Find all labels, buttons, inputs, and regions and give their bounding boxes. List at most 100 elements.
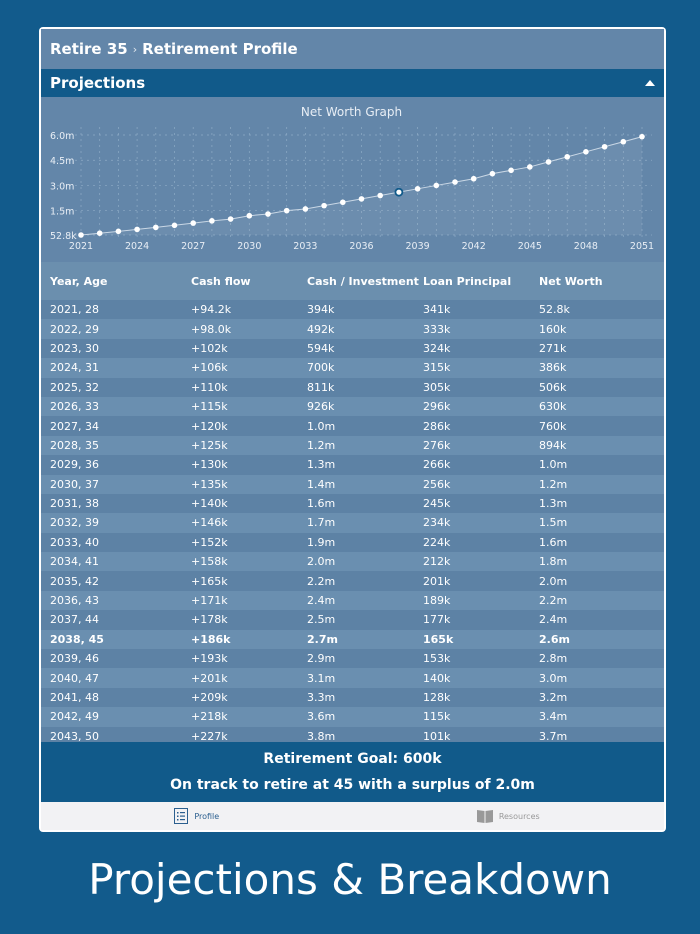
cell-year-age: 2040, 47 xyxy=(50,671,99,685)
cell-cash-flow: +146k xyxy=(191,516,228,530)
caption: Projections & Breakdown xyxy=(88,855,612,904)
x-tick-label: 2027 xyxy=(181,241,205,252)
projections-header[interactable]: Projections xyxy=(41,69,664,97)
table-row[interactable]: 2033, 40 +152k 1.9m 224k 1.6m xyxy=(41,532,664,553)
book-icon xyxy=(476,810,493,823)
cell-loan-principal: 286k xyxy=(423,419,451,433)
cell-cash-flow: +106k xyxy=(191,361,228,375)
cell-cash-investment: 394k xyxy=(307,303,335,317)
cell-cash-flow: +120k xyxy=(191,419,228,433)
data-point xyxy=(564,154,570,160)
cell-cash-flow: +171k xyxy=(191,594,228,608)
table-row[interactable]: 2041, 48 +209k 3.3m 128k 3.2m xyxy=(41,687,664,708)
col-cash-flow: Cash flow xyxy=(191,274,251,288)
cell-cash-flow: +201k xyxy=(191,671,228,685)
table-row[interactable]: 2031, 38 +140k 1.6m 245k 1.3m xyxy=(41,493,664,514)
area-fill xyxy=(81,136,642,235)
cell-year-age: 2024, 31 xyxy=(50,361,99,375)
data-point xyxy=(620,138,627,145)
cell-cash-investment: 2.4m xyxy=(307,594,336,608)
projection-table[interactable]: 2021, 28 +94.2k 394k 341k 52.8k 2022, 29 +98.0… xyxy=(41,300,664,743)
data-point xyxy=(171,222,178,229)
tab-resources-label: Resources xyxy=(498,811,540,821)
cell-cash-investment: 1.0m xyxy=(307,419,336,433)
chart-title: Net Worth Graph xyxy=(301,105,402,119)
data-point xyxy=(545,159,552,165)
data-point xyxy=(283,207,290,214)
cell-year-age: 2039, 46 xyxy=(50,652,99,666)
cell-cash-flow: +165k xyxy=(191,574,228,588)
cell-cash-flow: +102k xyxy=(191,341,228,355)
cell-cash-investment: 3.1m xyxy=(307,671,336,685)
cell-year-age: 2042, 49 xyxy=(50,710,99,724)
table-row[interactable]: 2022, 29 +98.0k 492k 333k 160k xyxy=(41,319,664,339)
table-row[interactable]: 2035, 42 +165k 2.2m 201k 2.0m xyxy=(41,571,664,591)
table-row[interactable]: 2027, 34 +120k 1.0m 286k 760k xyxy=(41,416,664,436)
y-tick-label: 4.5m xyxy=(50,156,74,167)
table-row[interactable]: 2032, 39 +146k 1.7m 234k 1.5m xyxy=(41,513,664,533)
cell-net-worth: 894k xyxy=(539,438,567,452)
cell-net-worth: 1.0m xyxy=(539,458,568,472)
cell-net-worth: 3.7m xyxy=(539,729,568,743)
cell-net-worth: 52.8k xyxy=(539,303,570,317)
cell-loan-principal: 189k xyxy=(423,594,451,608)
cell-net-worth: 2.8m xyxy=(539,652,568,666)
cell-net-worth: 3.4m xyxy=(539,710,568,724)
cell-loan-principal: 115k xyxy=(423,710,451,724)
table-row[interactable]: 2021, 28 +94.2k 394k 341k 52.8k xyxy=(41,300,664,320)
cell-loan-principal: 256k xyxy=(423,477,451,491)
cell-net-worth: 1.2m xyxy=(539,477,568,491)
table-row[interactable]: 2030, 37 +135k 1.4m 256k 1.2m xyxy=(41,474,664,494)
cell-loan-principal: 324k xyxy=(423,341,451,355)
cell-net-worth: 630k xyxy=(539,400,567,414)
table-row[interactable]: 2037, 44 +178k 2.5m 177k 2.4m xyxy=(41,610,664,630)
triangle-up-icon[interactable] xyxy=(645,80,655,86)
cell-cash-flow: +193k xyxy=(191,652,228,666)
table-row[interactable]: 2024, 31 +106k 700k 315k 386k xyxy=(41,358,664,378)
cell-net-worth: 2.2m xyxy=(539,594,568,608)
cell-net-worth: 760k xyxy=(539,419,567,433)
cell-cash-investment: 2.7m xyxy=(307,632,338,646)
table-row[interactable]: 2028, 35 +125k 1.2m 276k 894k xyxy=(41,435,664,456)
data-point xyxy=(190,220,196,226)
table-row[interactable]: 2023, 30 +102k 594k 324k 271k xyxy=(41,338,664,359)
x-tick-label: 2048 xyxy=(574,241,598,252)
cell-cash-flow: +152k xyxy=(191,535,228,549)
cell-loan-principal: 276k xyxy=(423,438,451,452)
cell-loan-principal: 341k xyxy=(423,303,451,317)
data-point xyxy=(508,167,514,174)
cell-loan-principal: 224k xyxy=(423,535,451,549)
summary-panel: Retirement Goal: 600k On track to retire… xyxy=(41,742,664,802)
table-row[interactable]: 2036, 43 +171k 2.4m 189k 2.2m xyxy=(41,590,664,611)
table-row[interactable]: 2043, 50 +227k 3.8m 101k 3.7m xyxy=(41,726,664,743)
cell-cash-flow: +158k xyxy=(191,555,228,569)
data-point xyxy=(209,218,215,224)
cell-year-age: 2032, 39 xyxy=(50,516,99,530)
x-tick-label: 2036 xyxy=(349,241,373,252)
cell-cash-flow: +186k xyxy=(191,632,231,646)
table-row[interactable]: 2040, 47 +201k 3.1m 140k 3.0m xyxy=(41,668,664,688)
table-row[interactable]: 2038, 45 +186k 2.7m 165k 2.6m xyxy=(41,629,664,650)
cell-year-age: 2021, 28 xyxy=(50,303,99,317)
tab-profile[interactable]: Profile xyxy=(41,802,353,830)
table-row[interactable]: 2034, 41 +158k 2.0m 212k 1.8m xyxy=(41,552,664,572)
table-row[interactable]: 2025, 32 +110k 811k 305k 506k xyxy=(41,377,664,397)
breadcrumb-app[interactable]: Retire 35 xyxy=(50,40,128,58)
table-row[interactable]: 2029, 36 +130k 1.3m 266k 1.0m xyxy=(41,455,664,475)
tab-resources[interactable]: Resources xyxy=(353,802,665,830)
x-tick-label: 2024 xyxy=(125,241,149,252)
table-row[interactable]: 2042, 49 +218k 3.6m 115k 3.4m xyxy=(41,707,664,727)
cell-year-age: 2043, 50 xyxy=(50,729,99,743)
app-window: Retire 35 › Retirement Profile Projectio… xyxy=(39,27,666,832)
cell-net-worth: 2.0m xyxy=(539,574,568,588)
cell-cash-investment: 2.2m xyxy=(307,574,336,588)
table-row[interactable]: 2039, 46 +193k 2.9m 153k 2.8m xyxy=(41,649,664,669)
cell-loan-principal: 201k xyxy=(423,574,451,588)
data-point xyxy=(583,149,589,155)
cell-net-worth: 386k xyxy=(539,361,567,375)
data-point xyxy=(134,226,140,233)
cell-year-age: 2026, 33 xyxy=(50,400,99,414)
cell-cash-investment: 1.6m xyxy=(307,497,336,511)
table-row[interactable]: 2026, 33 +115k 926k 296k 630k xyxy=(41,396,664,417)
cell-year-age: 2034, 41 xyxy=(50,555,99,569)
